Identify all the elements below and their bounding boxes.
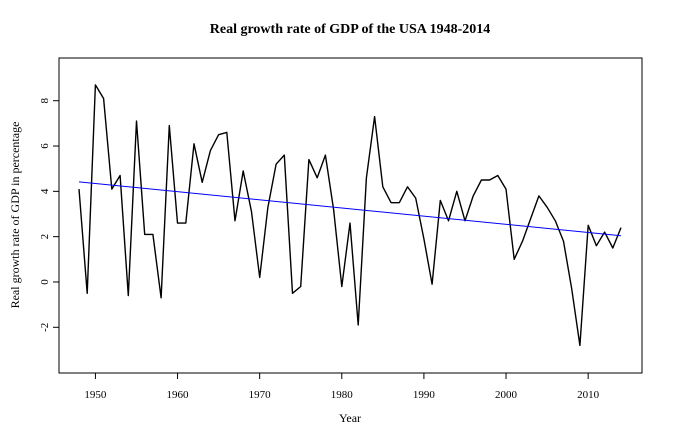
chart-title: Real growth rate of GDP of the USA 1948-… bbox=[210, 22, 491, 37]
x-axis: 1950 1960 1970 1980 1990 2000 2010 bbox=[84, 372, 600, 401]
x-tick-label: 1990 bbox=[413, 389, 436, 401]
y-tick-label: 8 bbox=[39, 97, 51, 103]
x-tick-label: 1970 bbox=[249, 389, 272, 401]
y-tick-label: 4 bbox=[39, 188, 51, 194]
x-tick-label: 1980 bbox=[331, 389, 354, 401]
series-group bbox=[78, 84, 622, 347]
trend-group bbox=[78, 181, 622, 237]
y-tick-label: 0 bbox=[39, 279, 51, 285]
y-tick-label: 6 bbox=[39, 143, 51, 149]
y-axis: -2 0 2 4 6 8 bbox=[39, 97, 60, 332]
x-tick-label: 2010 bbox=[577, 389, 600, 401]
x-tick-label: 1960 bbox=[167, 389, 190, 401]
series-line bbox=[78, 84, 622, 347]
x-axis-label: Year bbox=[339, 411, 361, 425]
x-tick-label: 2000 bbox=[495, 389, 518, 401]
y-tick-label: -2 bbox=[39, 323, 51, 332]
trend-line bbox=[78, 181, 622, 237]
plot-frame bbox=[58, 57, 643, 374]
x-tick-label: 1950 bbox=[84, 389, 107, 401]
y-axis-label: Real growth rate of GDP in percentage bbox=[8, 122, 22, 309]
y-tick-label: 2 bbox=[39, 234, 51, 240]
